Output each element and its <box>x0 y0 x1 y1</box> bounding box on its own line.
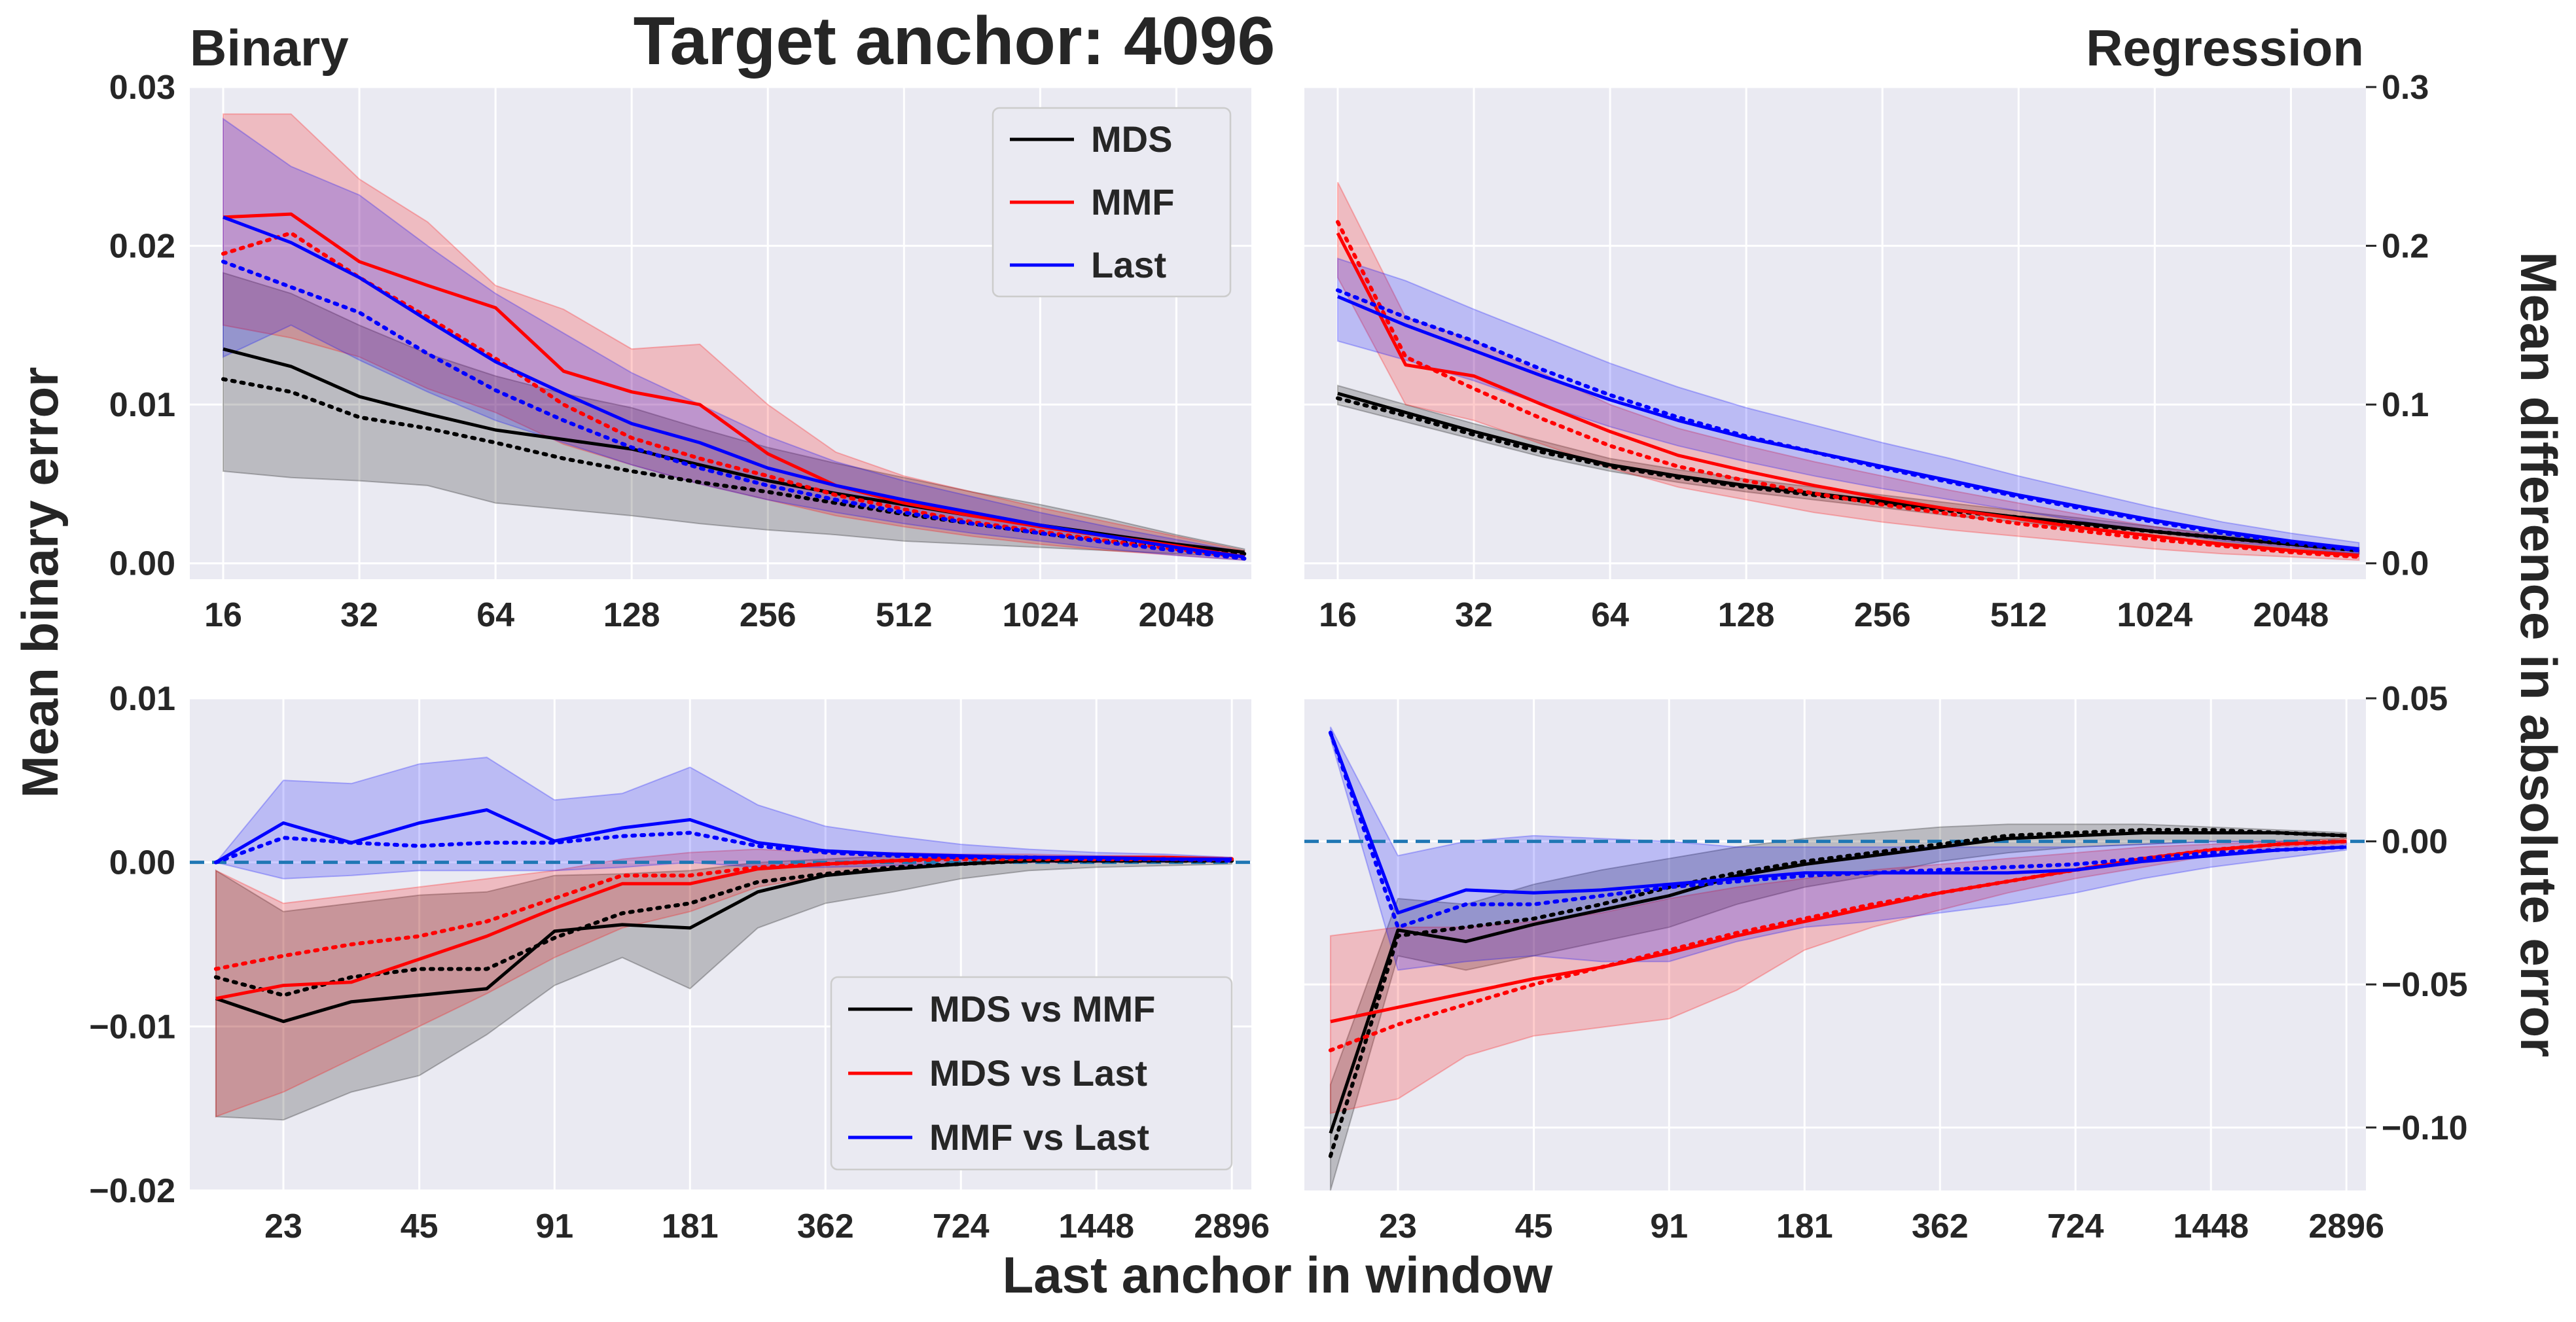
x-tick-label: 32 <box>1455 596 1493 634</box>
x-tick-label: 1448 <box>1058 1207 1134 1245</box>
binary-error-top-panel: 16 32 64 128 256 512 1024 2048 0.00 0.01 0.02 0.03 B… <box>109 19 1251 634</box>
x-tick-label: 64 <box>476 596 514 634</box>
x-tick-label: 2048 <box>2253 596 2329 634</box>
legend: MDS vs MMF MDS vs Last MMF vs Last <box>830 976 1233 1171</box>
series-group <box>221 113 1247 561</box>
confidence-band <box>1329 838 2348 1115</box>
x-tick-label: 181 <box>1776 1207 1833 1245</box>
x-tick-label: 91 <box>1650 1207 1688 1245</box>
regression-error-top-panel: 16 32 64 128 256 512 1024 2048 0.0 0.1 0.2 0.3 Regre… <box>1304 19 2429 634</box>
x-tick-label: 1024 <box>1003 596 1079 634</box>
x-tick-label: 724 <box>933 1207 990 1245</box>
solid-series-line <box>1337 295 2359 551</box>
legend-entry: Last <box>1091 244 1166 285</box>
x-tick-label: 2896 <box>1194 1207 1270 1245</box>
solid-series-line <box>1329 831 2347 1134</box>
y-tick-label: 0.01 <box>109 386 175 424</box>
dotted-series-line <box>1336 220 2361 559</box>
legend-entry: MDS vs Last <box>929 1052 1147 1094</box>
legend-entry: MDS <box>1091 118 1172 160</box>
x-tick-label: 2896 <box>2308 1207 2384 1245</box>
solid-series-line <box>223 215 1245 559</box>
x-tick-label: 362 <box>797 1207 854 1245</box>
x-tick-label: 181 <box>662 1207 719 1245</box>
plot-area <box>1304 698 2366 1190</box>
y-tick-label: 0.3 <box>2382 69 2429 107</box>
x-tick-label: 1448 <box>2173 1207 2249 1245</box>
series-group <box>1304 726 2366 1190</box>
x-tick-label: 256 <box>1854 596 1911 634</box>
legend-entry: MMF vs Last <box>929 1117 1149 1158</box>
solid-series-line <box>1336 232 2359 558</box>
y-tick-label: 0.0 <box>2382 545 2429 583</box>
x-tick-label: 512 <box>1990 596 2047 634</box>
y-tick-label: 0.02 <box>109 228 175 266</box>
solid-series-line <box>1329 732 2347 915</box>
x-tick-label: 45 <box>401 1207 438 1245</box>
x-tick-label: 2048 <box>1139 596 1215 634</box>
x-tick-label: 23 <box>1379 1207 1417 1245</box>
legend-entry: MMF <box>1091 181 1175 223</box>
x-tick-label: 256 <box>740 596 796 634</box>
y-tick-label: 0.00 <box>2382 823 2448 861</box>
x-tick-label: 23 <box>264 1207 302 1245</box>
x-tick-label: 724 <box>2047 1207 2104 1245</box>
y-tick-label: 0.00 <box>109 844 175 882</box>
x-tick-label: 1024 <box>2117 596 2193 634</box>
y-tick-label: 0.2 <box>2382 228 2429 266</box>
confidence-band <box>1337 182 2360 561</box>
y-axis-label-left: Mean binary error <box>11 367 69 798</box>
series-group <box>190 757 1251 1121</box>
x-tick-label: 512 <box>876 596 933 634</box>
x-tick-label: 45 <box>1515 1207 1553 1245</box>
binary-difference-bottom-panel: 23 45 91 181 362 724 1448 2896 0.01 0.00 −0.01 −0.0… <box>89 680 1270 1245</box>
regression-difference-bottom-panel: 23 45 91 181 362 724 1448 2896 0.05 0.00 −0.05 −0.1… <box>1304 680 2468 1245</box>
y-tick-label: 0.01 <box>109 680 175 718</box>
x-axis-label: Last anchor in window <box>1003 1246 1553 1304</box>
dotted-series-line <box>213 859 1234 997</box>
legend-frame <box>992 107 1232 298</box>
y-tick-label: 0.1 <box>2382 386 2429 424</box>
y-tick-label: −0.05 <box>2382 966 2468 1004</box>
figure-title: Target anchor: 4096 <box>634 3 1276 79</box>
y-tick-label: −0.01 <box>89 1008 175 1046</box>
series-group <box>1336 182 2361 561</box>
dotted-series-line <box>221 377 1247 556</box>
solid-series-line <box>215 859 1232 1024</box>
x-tick-label: 91 <box>535 1207 573 1245</box>
x-tick-label: 16 <box>204 596 242 634</box>
y-tick-label: −0.10 <box>2382 1109 2468 1147</box>
legend: MDS MMF Last <box>992 107 1232 298</box>
solid-series-line <box>1337 391 2359 552</box>
legend-entry: MDS vs MMF <box>929 988 1155 1029</box>
y-axis-label-right: Mean difference in absolute error <box>2510 252 2567 1058</box>
x-tick-label: 362 <box>1912 1207 1969 1245</box>
x-tick-label: 16 <box>1319 596 1357 634</box>
panel-corner-label: Regression <box>2086 19 2364 77</box>
y-tick-label: 0.03 <box>109 69 175 107</box>
y-tick-label: −0.02 <box>89 1172 175 1210</box>
x-tick-label: 32 <box>340 596 378 634</box>
dotted-series-line <box>221 259 1247 561</box>
x-tick-label: 128 <box>1718 596 1775 634</box>
x-tick-label: 128 <box>603 596 660 634</box>
confidence-band <box>1329 823 2348 1190</box>
y-tick-label: 0.00 <box>109 545 175 583</box>
panel-corner-label: Binary <box>190 19 349 77</box>
legend-frame <box>830 976 1233 1171</box>
solid-series-line <box>215 808 1232 864</box>
x-tick-label: 64 <box>1591 596 1629 634</box>
dotted-series-line <box>1328 828 2349 1158</box>
y-tick-label: 0.05 <box>2382 680 2448 718</box>
confidence-band <box>215 855 1233 1121</box>
